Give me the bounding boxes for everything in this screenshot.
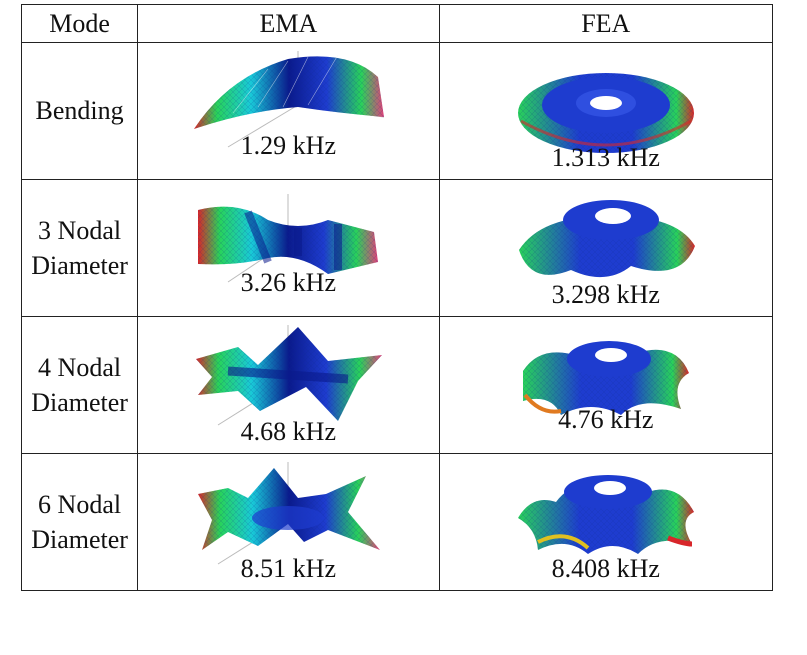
fea-mode-shape-image [522, 341, 689, 415]
mode-label-line: Diameter [31, 251, 128, 280]
mode-label-line: Bending [35, 96, 124, 126]
mode-label: 4 Nodal Diameter [22, 350, 137, 420]
mode-cell: 6 Nodal Diameter [20, 453, 139, 591]
mode-label-line: 4 Nodal [38, 352, 122, 382]
fea-mode-shape-image [517, 475, 694, 554]
header-fea: FEA [438, 4, 774, 43]
mode-label-line: 6 Nodal [38, 489, 122, 519]
ema-frequency: 3.26 kHz [240, 268, 336, 297]
header-row: Mode EMA FEA [20, 4, 774, 43]
fea-mode-shape-image [518, 200, 695, 278]
table-row: 3 Nodal Diameter 3.26 kHz [20, 179, 774, 317]
fea-frequency: 4.76 kHz [558, 405, 654, 434]
fea-cell: 3.298 kHz [438, 179, 774, 317]
table-row: 4 Nodal Diameter 4.68 kHz [20, 316, 774, 454]
ema-mode-shape-image [196, 325, 383, 426]
mode-cell: 3 Nodal Diameter [20, 179, 139, 317]
fea-frequency: 8.408 kHz [551, 554, 660, 583]
mode-comparison-table: Mode EMA FEA Bending 1.29 kHz [20, 4, 774, 591]
fea-frequency: 1.313 kHz [551, 143, 660, 172]
fea-cell: 4.76 kHz [438, 316, 774, 454]
fea-frequency: 3.298 kHz [551, 280, 660, 309]
ema-mode-shape-image [198, 462, 381, 565]
mode-label-line: Diameter [31, 525, 128, 554]
table-row: 6 Nodal Diameter 8.51 kHz [20, 453, 774, 591]
mode-label-line: Diameter [31, 388, 128, 417]
ema-cell: 8.51 kHz [137, 453, 440, 591]
ema-frequency: 4.68 kHz [240, 417, 336, 446]
fea-mode-shape-image [517, 73, 694, 153]
ema-frequency: 1.29 kHz [240, 131, 336, 160]
ema-cell: 3.26 kHz [137, 179, 440, 317]
ema-cell: 1.29 kHz [137, 42, 440, 180]
ema-cell: 4.68 kHz [137, 316, 440, 454]
ema-frequency: 8.51 kHz [240, 554, 336, 583]
ema-mode-shape-image [198, 194, 379, 283]
mode-cell: 4 Nodal Diameter [20, 316, 139, 454]
table-row: Bending 1.29 kHz [20, 42, 774, 180]
mode-label: 3 Nodal Diameter [22, 213, 137, 283]
mode-label: Bending [22, 93, 137, 128]
header-mode: Mode [20, 4, 139, 43]
fea-cell: 8.408 kHz [438, 453, 774, 591]
ema-mode-shape-image [194, 51, 385, 148]
mode-label: 6 Nodal Diameter [22, 487, 137, 557]
fea-cell: 1.313 kHz [438, 42, 774, 180]
mode-cell: Bending [20, 42, 139, 180]
mode-label-line: 3 Nodal [38, 215, 122, 245]
header-ema: EMA [137, 4, 440, 43]
